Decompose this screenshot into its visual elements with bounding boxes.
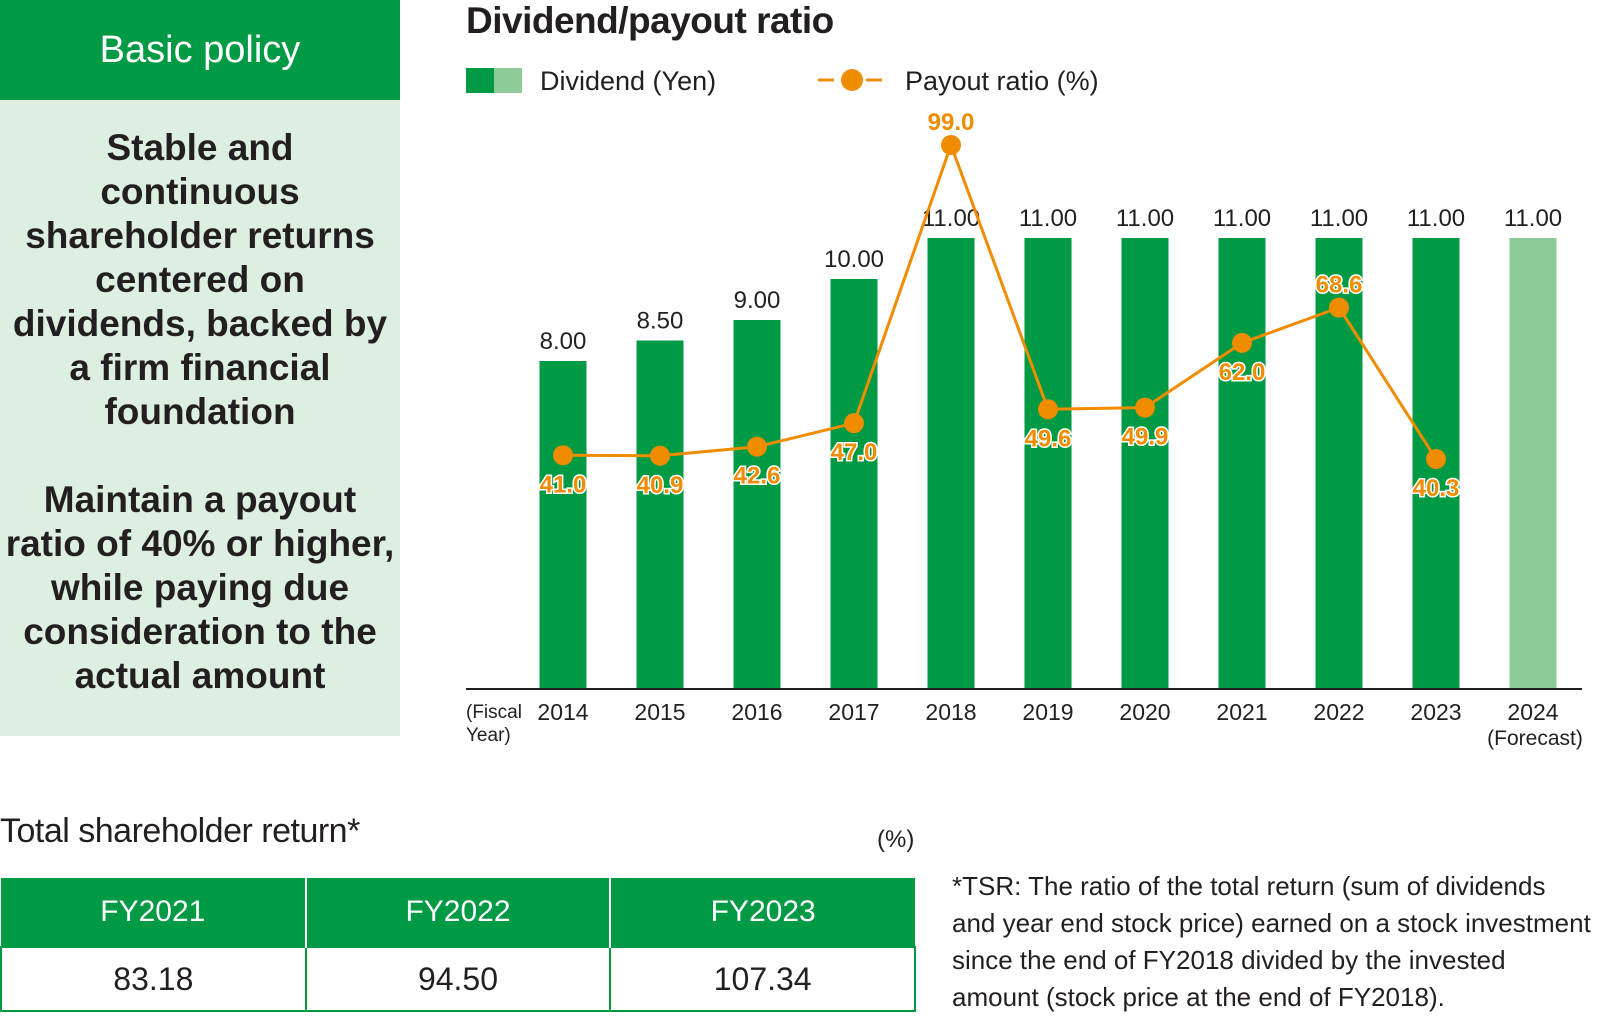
payout-marker-2015 bbox=[650, 445, 670, 466]
dividend-label-2020: 11.00 bbox=[1116, 205, 1174, 232]
tsr-table: FY2021 FY2022 FY2023 83.18 94.50 107.34 bbox=[0, 878, 916, 1012]
legend-payout-marker bbox=[841, 69, 863, 91]
chart-title: Dividend/payout ratio bbox=[466, 0, 834, 41]
payout-label-2018: 99.0 bbox=[928, 109, 975, 136]
legend-payout-label: Payout ratio (%) bbox=[905, 66, 1099, 96]
tsr-value-fy2021: 83.18 bbox=[0, 946, 307, 1012]
dividend-bar-2015 bbox=[636, 340, 684, 689]
tsr-column-fy2021: FY2021 bbox=[1, 878, 306, 947]
payout-marker-2021 bbox=[1232, 332, 1252, 353]
payout-label-2017: 47.0 bbox=[831, 439, 878, 466]
x-tick-2020: 2020 bbox=[1119, 699, 1170, 725]
payout-marker-2022 bbox=[1329, 297, 1349, 318]
x-tick-2023: 2023 bbox=[1410, 699, 1461, 725]
legend-dividend-swatch-forecast bbox=[494, 68, 522, 93]
tsr-footnote: *TSR: The ratio of the total return (sum… bbox=[952, 871, 1591, 1012]
dividend-bar-2014 bbox=[539, 361, 587, 689]
dividend-label-2015: 8.50 bbox=[637, 308, 684, 335]
x-tick-2021: 2021 bbox=[1216, 699, 1267, 725]
x-tick-2018: 2018 bbox=[925, 699, 976, 725]
payout-ratio-line bbox=[562, 143, 1438, 460]
dividend-bar-2021 bbox=[1218, 238, 1266, 689]
payout-label-2022: 68.6 bbox=[1316, 272, 1363, 299]
dividend-bar-2018 bbox=[927, 238, 975, 689]
tsr-unit: (%) bbox=[877, 826, 915, 853]
tsr-value-fy2023: 107.34 bbox=[609, 946, 916, 1012]
dividend-bar-2024 bbox=[1509, 238, 1557, 689]
payout-label-2014: 41.0 bbox=[540, 471, 587, 498]
dividend-chart: Dividend (Yen) Payout ratio (%) 8.00 8.50 9.… bbox=[466, 66, 1583, 750]
x-tick-2016: 2016 bbox=[731, 699, 782, 725]
payout-marker-2020 bbox=[1135, 397, 1155, 418]
payout-marker-2016 bbox=[747, 436, 767, 457]
x-tick-sublabel-2024: (Forecast) bbox=[1487, 727, 1583, 750]
dividend-label-2019: 11.00 bbox=[1019, 205, 1077, 232]
legend-dividend-swatch-actual bbox=[466, 68, 494, 93]
policy-statement-payout: Maintain a payout ratio of 40% or higher… bbox=[5, 479, 395, 696]
x-axis-label-line2: Year) bbox=[466, 725, 511, 746]
dividend-label-2023: 11.00 bbox=[1407, 205, 1465, 232]
dividend-label-2024: 11.00 bbox=[1504, 205, 1562, 232]
payout-label-2021: 62.0 bbox=[1219, 359, 1266, 386]
policy-header: Basic policy bbox=[0, 0, 400, 100]
dividend-bar-2019 bbox=[1024, 238, 1072, 689]
legend-dividend-label: Dividend (Yen) bbox=[540, 66, 716, 96]
payout-label-2019: 49.6 bbox=[1025, 425, 1072, 452]
payout-label-2020: 49.9 bbox=[1122, 424, 1169, 451]
dividend-label-2014: 8.00 bbox=[540, 328, 587, 355]
tsr-header-row: FY2021 FY2022 FY2023 bbox=[1, 878, 915, 947]
x-axis-label-line1: (Fiscal bbox=[466, 702, 522, 723]
payout-label-2015: 40.9 bbox=[637, 472, 684, 499]
policy-statement-returns: Stable and continuous shareholder return… bbox=[12, 127, 388, 432]
x-tick-2019: 2019 bbox=[1022, 699, 1073, 725]
tsr-value-fy2022: 94.50 bbox=[304, 946, 612, 1012]
payout-marker-2014 bbox=[553, 445, 573, 466]
payout-marker-2018 bbox=[941, 135, 961, 155]
policy-panel: Stable and continuous shareholder return… bbox=[0, 100, 400, 736]
payout-label-2016: 42.6 bbox=[734, 463, 781, 490]
payout-marker-2023 bbox=[1426, 449, 1446, 469]
payout-marker-2017 bbox=[844, 413, 864, 434]
dividend-label-2017: 10.00 bbox=[824, 246, 884, 273]
dividend-label-2022: 11.00 bbox=[1310, 205, 1368, 232]
dividend-label-2016: 9.00 bbox=[734, 287, 781, 314]
x-tick-2022: 2022 bbox=[1313, 699, 1364, 725]
x-tick-2024: 2024 bbox=[1507, 699, 1558, 725]
tsr-title: Total shareholder return* bbox=[0, 812, 360, 850]
dividend-label-2018: 11.00 bbox=[922, 205, 980, 232]
payout-label-2023: 40.3 bbox=[1413, 475, 1460, 502]
dividend-label-2021: 11.00 bbox=[1213, 205, 1271, 232]
dividend-bar-2020 bbox=[1121, 238, 1169, 689]
x-tick-2017: 2017 bbox=[828, 699, 879, 725]
tsr-value-row: 83.18 94.50 107.34 bbox=[0, 946, 916, 1012]
x-tick-2014: 2014 bbox=[537, 699, 588, 725]
tsr-column-fy2022: FY2022 bbox=[304, 878, 611, 947]
tsr-column-fy2023: FY2023 bbox=[609, 878, 915, 947]
payout-marker-2019 bbox=[1038, 399, 1058, 420]
x-tick-2015: 2015 bbox=[634, 699, 685, 725]
dividend-bar-2017 bbox=[830, 279, 878, 689]
dividend-bar-2016 bbox=[733, 320, 781, 689]
